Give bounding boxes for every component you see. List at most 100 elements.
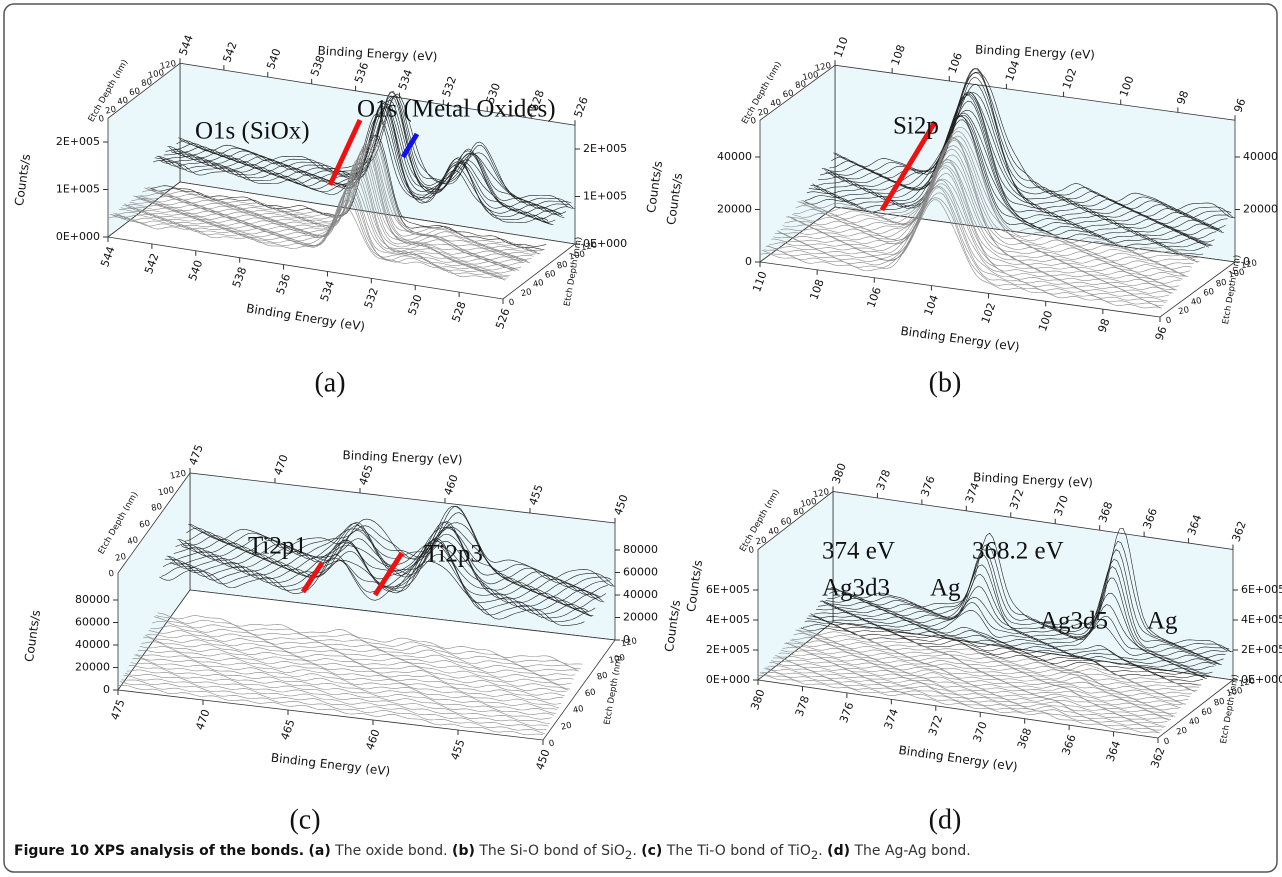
top-tick-label: 110 (831, 35, 850, 59)
spectrum-slice (135, 654, 562, 705)
x-tick-label: 378 (793, 694, 812, 718)
peak-marker (327, 118, 363, 187)
x-tick-label: 380 (748, 688, 767, 712)
top-tick-label: 544 (176, 33, 195, 57)
top-axis-title: Binding Energy (eV) (342, 448, 462, 467)
depth-tick-label: 120 (169, 469, 187, 482)
peak-marker (372, 551, 405, 597)
spectrum-slice (145, 139, 541, 254)
x-tick-label: 366 (1059, 733, 1078, 757)
spectrum-slice (175, 526, 601, 602)
spectrum-slice (778, 652, 1179, 711)
depth-tick-label: 40 (572, 704, 585, 716)
spectrum-slice (814, 612, 1215, 671)
spectrum-slice (780, 161, 1181, 284)
top-tick-label: 465 (356, 463, 375, 487)
spectrum-slice (769, 661, 1170, 721)
spectrum-slice (121, 679, 547, 731)
caption-text: The oxide bond. (335, 843, 448, 859)
top-axis-title: Binding Energy (eV) (975, 43, 1095, 62)
depth-tick-label: 120 (812, 487, 830, 500)
caption-label: (d) (827, 843, 850, 859)
caption-sub: 2 (624, 847, 633, 862)
annotation: 368.2 eV (972, 538, 1064, 565)
top-axis-title: Binding Energy (eV) (317, 44, 438, 64)
x-tick-label: 362 (1148, 746, 1167, 770)
spectrum-slice (776, 167, 1177, 291)
depth-tick-label: 60 (138, 519, 151, 531)
spectrum-slice (129, 158, 525, 264)
depth-tick-label: 60 (1201, 706, 1214, 718)
x-tick-label: 465 (278, 718, 297, 742)
depth-tick-label: 120 (814, 61, 832, 74)
depth-tick-label: 60 (782, 88, 795, 100)
x-tick-label: 534 (318, 279, 337, 303)
frame (3, 3, 1278, 873)
x-tick-label: 532 (362, 286, 381, 310)
spectrum-slice (793, 633, 1194, 691)
spectrum-slice (107, 205, 504, 278)
depth-tick-label: 100 (802, 70, 820, 83)
spectrum-slice (787, 642, 1189, 701)
y-tick-label: 0E+000 (706, 673, 750, 686)
depth-tick-label: 80 (792, 506, 805, 518)
spectrum-slice (130, 662, 556, 714)
spectrum-slice (761, 197, 1162, 309)
depth-tick-label: 80 (556, 260, 569, 272)
y2-tick-label: 80000 (623, 543, 658, 556)
spectrum-slice (161, 553, 587, 623)
spectrum-slice (825, 564, 1226, 658)
top-tick-label: 362 (1229, 519, 1248, 543)
spectrum-slice (141, 641, 567, 693)
x-tick-label: 108 (807, 277, 826, 301)
top-tick-label: 526 (571, 95, 590, 119)
depth-tick-label: 20 (1178, 305, 1191, 317)
depth-tick-label: 0 (748, 545, 755, 556)
spectrum-slice (127, 158, 523, 266)
spectrum-slice (757, 675, 1159, 733)
spectrum-slice (144, 634, 571, 690)
depth-tick-label: 60 (128, 86, 141, 98)
spectrum-slice (799, 131, 1200, 262)
spectrum-slice (795, 629, 1196, 693)
spectrum-slice (829, 72, 1230, 222)
spectrum-slice (116, 182, 513, 274)
top-tick-label: 450 (611, 493, 630, 517)
x-tick-label: 538 (230, 265, 249, 289)
depth-tick-label: 120 (1240, 258, 1258, 271)
top-axis-title: Binding Energy (eV) (973, 470, 1093, 490)
top-tick-label: 536 (352, 61, 371, 85)
annotation: Ag (930, 575, 961, 602)
spectrum-slice (142, 142, 538, 252)
x-tick-label: 460 (363, 728, 382, 752)
x-tick-label: 455 (448, 738, 467, 762)
spectrum-slice (131, 152, 527, 262)
depth-tick-label: 20 (520, 287, 533, 299)
y-tick-label: 0 (103, 683, 110, 696)
spectrum-slice (799, 627, 1200, 688)
spectrum-slice (810, 112, 1211, 247)
depth-tick-label: 40 (532, 278, 545, 290)
spectrum-slice (157, 612, 583, 665)
spectrum-slice (812, 615, 1213, 674)
spectrum-slice (765, 667, 1166, 727)
annotation: O1s (SiOx) (195, 118, 310, 145)
top-tick-label: 455 (526, 483, 545, 507)
depth-tick-label: 80 (596, 671, 609, 683)
depth-tick-label: 40 (1188, 716, 1201, 728)
depth-tick-label: 40 (767, 526, 780, 538)
spectrum-slice (771, 660, 1172, 720)
spectrum-slice (769, 183, 1170, 298)
depth-tick-label: 80 (1215, 278, 1228, 290)
spectrum-slice (148, 630, 574, 681)
y-tick-label: 60000 (75, 616, 110, 629)
spectrum-slice (819, 91, 1221, 232)
annotation: Si2p (893, 113, 939, 140)
spectrum-slice (132, 658, 558, 710)
spectrum-slice (818, 93, 1219, 235)
depth-tick-label: 0 (98, 114, 105, 125)
y2-tick-label: 0E+000 (1241, 673, 1282, 686)
spectrum-slice (178, 94, 574, 209)
depth-tick-label: 60 (584, 687, 597, 699)
